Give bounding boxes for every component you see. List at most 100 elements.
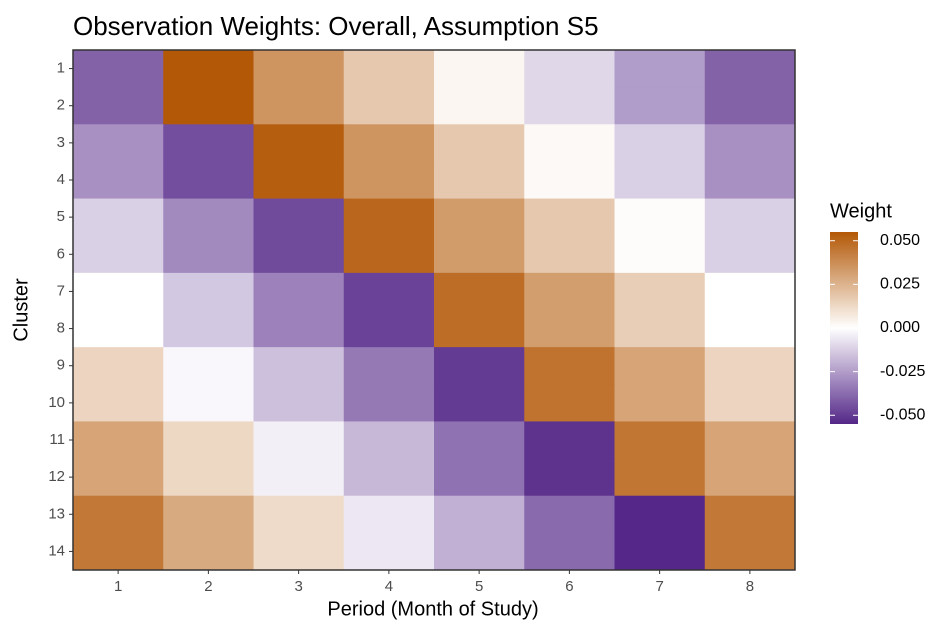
y-tick-label: 7 xyxy=(57,282,65,299)
heatmap-cell xyxy=(73,161,164,200)
heatmap-cell xyxy=(253,161,345,200)
heatmap-cell xyxy=(614,532,706,571)
legend-title: Weight xyxy=(830,200,892,222)
heatmap-cell xyxy=(614,272,706,311)
heatmap-cell xyxy=(343,532,435,571)
heatmap-cell xyxy=(253,421,345,460)
heatmap-cell xyxy=(434,532,525,571)
heatmap-cell xyxy=(434,124,525,162)
heatmap-cell xyxy=(253,124,345,162)
heatmap-cell xyxy=(73,384,164,422)
heatmap-cell xyxy=(73,310,164,348)
y-axis-label: Cluster xyxy=(10,278,32,342)
heatmap-cell xyxy=(524,198,615,237)
heatmap-cell xyxy=(73,50,164,88)
heatmap-cell xyxy=(614,421,706,460)
heatmap-cell xyxy=(614,458,706,497)
heatmap-cell xyxy=(163,272,254,311)
heatmap-cell xyxy=(704,198,796,237)
heatmap-cell xyxy=(434,495,525,534)
heatmap-cell xyxy=(704,421,796,460)
x-tick-label: 1 xyxy=(114,578,122,595)
heatmap-cell xyxy=(614,384,706,422)
heatmap-cell xyxy=(704,161,796,200)
y-tick-label: 9 xyxy=(57,357,65,374)
heatmap-cell xyxy=(73,87,164,125)
colorbar-tick-label: -0.025 xyxy=(880,363,925,380)
heatmap-cell xyxy=(343,124,435,162)
heatmap-cell xyxy=(163,50,254,88)
heatmap-cell xyxy=(434,384,525,422)
heatmap-cell xyxy=(704,235,796,274)
heatmap-cell xyxy=(343,50,435,88)
heatmap-cell xyxy=(73,458,164,497)
heatmap-cell xyxy=(524,50,615,88)
heatmap-cell xyxy=(614,50,706,88)
heatmap-cell xyxy=(614,310,706,348)
heatmap-cell xyxy=(343,198,435,237)
y-tick-label: 6 xyxy=(57,245,65,262)
heatmap-cell xyxy=(434,310,525,348)
heatmap-cell xyxy=(253,50,345,88)
heatmap-cell xyxy=(253,532,345,571)
heatmap-cell xyxy=(434,421,525,460)
x-axis-label: Period (Month of Study) xyxy=(327,598,538,620)
heatmap-cell xyxy=(524,347,615,385)
heatmap-cell xyxy=(343,272,435,311)
heatmap-cell xyxy=(434,235,525,274)
heatmap-cell xyxy=(704,50,796,88)
heatmap-cell xyxy=(614,198,706,237)
y-tick-label: 10 xyxy=(48,394,65,411)
heatmap-cell xyxy=(704,87,796,125)
heatmap-cell xyxy=(343,87,435,125)
y-tick-label: 12 xyxy=(48,468,65,485)
heatmap-cell xyxy=(163,161,254,200)
heatmap-cell xyxy=(524,235,615,274)
heatmap-cell xyxy=(73,198,164,237)
heatmap-cell xyxy=(253,347,345,385)
heatmap-cell xyxy=(253,384,345,422)
heatmap-cell xyxy=(343,310,435,348)
heatmap-cell xyxy=(524,495,615,534)
heatmap-cell xyxy=(163,347,254,385)
heatmap-cell xyxy=(343,495,435,534)
heatmap-cell xyxy=(163,87,254,125)
heatmap-cell xyxy=(163,532,254,571)
heatmap-cell xyxy=(343,235,435,274)
heatmap-cell xyxy=(524,384,615,422)
heatmap-cell xyxy=(73,421,164,460)
heatmap-cell xyxy=(614,235,706,274)
heatmap-cell xyxy=(253,458,345,497)
heatmap-cell xyxy=(253,235,345,274)
y-tick-label: 5 xyxy=(57,208,65,225)
heatmap-cell xyxy=(73,532,164,571)
heatmap-cell xyxy=(343,161,435,200)
heatmap-cell xyxy=(614,347,706,385)
y-tick-label: 11 xyxy=(49,431,65,448)
heatmap-cell xyxy=(524,532,615,571)
heatmap-cell xyxy=(163,198,254,237)
x-tick-label: 3 xyxy=(294,578,302,595)
colorbar-tick-label: 0.000 xyxy=(880,319,920,336)
heatmap-cell xyxy=(434,347,525,385)
heatmap-cell xyxy=(73,124,164,162)
heatmap-cell xyxy=(73,272,164,311)
y-tick-label: 8 xyxy=(57,320,65,337)
heatmap-cell xyxy=(253,310,345,348)
colorbar-tick-label: 0.025 xyxy=(880,276,920,293)
panel-border xyxy=(72,49,796,571)
heatmap-cell xyxy=(343,347,435,385)
heatmap-cell xyxy=(163,495,254,534)
heatmap-cell xyxy=(704,458,796,497)
heatmap-cell xyxy=(163,384,254,422)
y-tick-label: 13 xyxy=(48,505,65,522)
x-tick-label: 2 xyxy=(204,578,212,595)
heatmap-cell xyxy=(163,421,254,460)
heatmap-cell xyxy=(343,421,435,460)
heatmap-cell xyxy=(343,458,435,497)
heatmap-cell xyxy=(704,124,796,162)
chart-title: Observation Weights: Overall, Assumption… xyxy=(73,11,599,41)
heatmap-cell xyxy=(524,421,615,460)
heatmap-cell xyxy=(163,310,254,348)
